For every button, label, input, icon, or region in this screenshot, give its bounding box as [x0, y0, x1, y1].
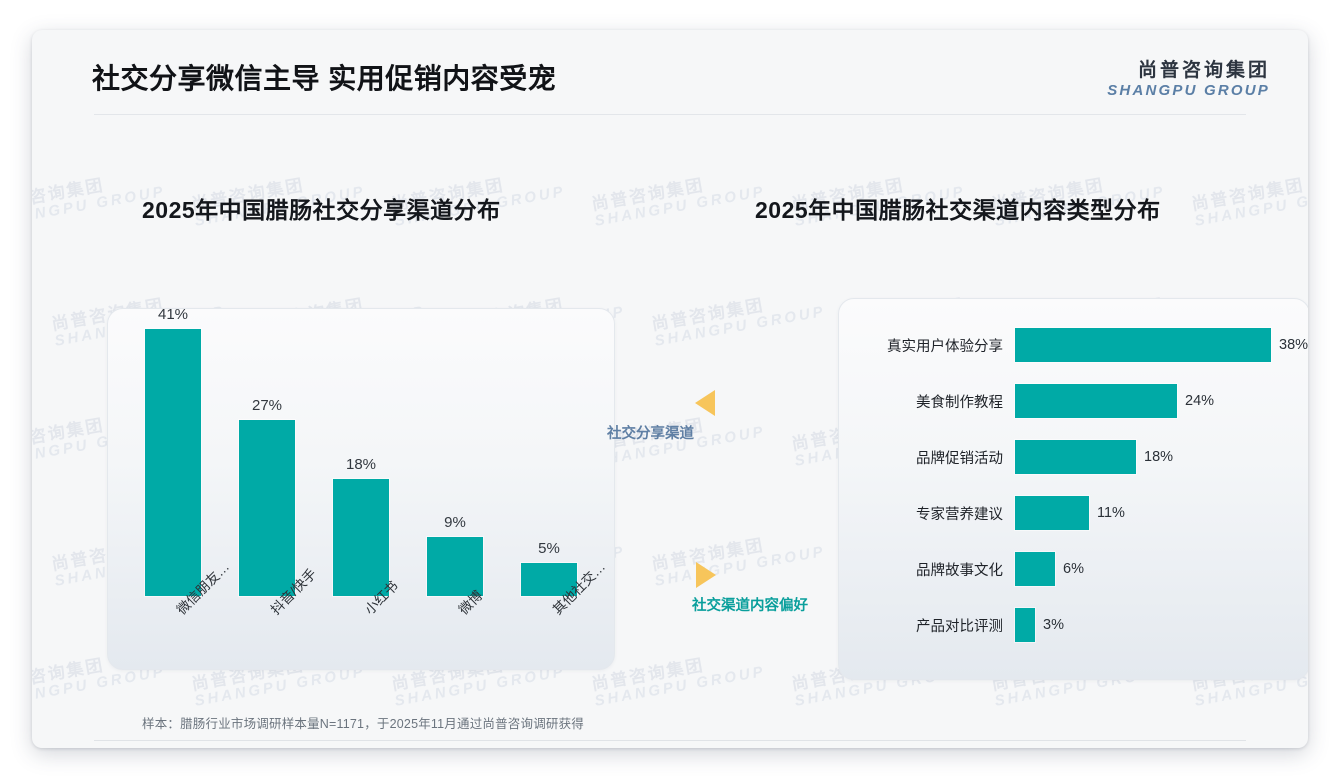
bar-value-label: 18%: [345, 456, 377, 473]
bar-value-label: 41%: [157, 306, 189, 323]
bar-value-label: 6%: [1063, 561, 1084, 577]
footer-divider: [94, 740, 1246, 741]
bar-row[interactable]: 美食制作教程 24%: [839, 384, 1214, 418]
bar[interactable]: [145, 329, 201, 596]
page-title: 社交分享微信主导 实用促销内容受宠: [92, 63, 557, 94]
logo-chinese-text: 尚普咨询集团: [1137, 60, 1270, 81]
bar[interactable]: [1015, 328, 1271, 362]
slide-card: 尚普咨询集团 SHANGPU GROUP 尚普咨询集团 SHANGPU GROUP 尚普…: [32, 30, 1308, 748]
annotation-label: 社交分享渠道: [607, 426, 694, 442]
bar-category-label: 品牌促销活动: [916, 450, 1003, 467]
bar-group[interactable]: 9% 微博: [427, 514, 486, 617]
bar-group[interactable]: 5% 其他社交…: [521, 540, 608, 617]
bar[interactable]: [1015, 496, 1089, 530]
bar-group[interactable]: 41% 微信朋友…: [145, 306, 232, 617]
bar-value-label: 5%: [538, 540, 560, 557]
bar-row[interactable]: 品牌促销活动 18%: [839, 440, 1173, 474]
brand-logo: 尚普咨询集团 SHANGPU GROUP: [1107, 60, 1270, 100]
bar-row[interactable]: 专家营养建议 11%: [839, 496, 1125, 530]
left-chart-panel: 41% 微信朋友… 27% 抖音/快手 18% 小红书 9% 微博 5% 其他社交…: [107, 306, 615, 670]
bar[interactable]: [521, 563, 577, 596]
logo-english-text: SHANGPU GROUP: [1107, 81, 1270, 99]
bar-row[interactable]: 品牌故事文化 6%: [839, 552, 1084, 586]
bar[interactable]: [427, 537, 483, 596]
bar-row[interactable]: 真实用户体验分享 38%: [839, 328, 1308, 362]
bar[interactable]: [239, 420, 295, 596]
annotation-social-share-channel: 社交分享渠道: [607, 390, 715, 443]
bar-value-label: 38%: [1279, 337, 1308, 353]
bar-category-label: 专家营养建议: [916, 506, 1003, 523]
horizontal-bar-chart: 真实用户体验分享 38% 美食制作教程 24% 品牌促销活动 18% 专家营养建议 11% 品牌…: [839, 299, 1308, 679]
bar-category-label: 品牌故事文化: [916, 562, 1003, 579]
bar[interactable]: [1015, 608, 1035, 642]
sample-footnote: 样本：腊肠行业市场调研样本量N=1171，于2025年11月通过尚普咨询调研获得: [142, 717, 584, 731]
bar-row[interactable]: 产品对比评测 3%: [839, 608, 1064, 642]
triangle-left-icon: [695, 390, 715, 416]
bar-value-label: 9%: [444, 514, 466, 531]
annotation-label: 社交渠道内容偏好: [692, 598, 808, 614]
bar-value-label: 27%: [251, 397, 283, 414]
bar-category-label: 产品对比评测: [916, 618, 1003, 635]
bar-category-label: 真实用户体验分享: [887, 338, 1003, 355]
vertical-bar-chart: 41% 微信朋友… 27% 抖音/快手 18% 小红书 9% 微博 5% 其他社交…: [108, 306, 614, 669]
right-chart-panel: 真实用户体验分享 38% 美食制作教程 24% 品牌促销活动 18% 专家营养建议 11% 品牌…: [838, 298, 1308, 680]
bar-value-label: 11%: [1097, 505, 1125, 521]
bar-category-label: 美食制作教程: [916, 394, 1003, 411]
bar-value-label: 24%: [1185, 393, 1215, 409]
bar[interactable]: [1015, 552, 1055, 586]
annotation-content-preference: 社交渠道内容偏好: [692, 562, 808, 615]
bar[interactable]: [1015, 440, 1136, 474]
left-chart-title: 2025年中国腊肠社交分享渠道分布: [142, 197, 501, 223]
right-chart-title: 2025年中国腊肠社交渠道内容类型分布: [755, 197, 1161, 223]
triangle-right-icon: [696, 562, 716, 588]
bar[interactable]: [1015, 384, 1177, 418]
slide-header: 社交分享微信主导 实用促销内容受宠 尚普咨询集团 SHANGPU GROUP: [32, 30, 1308, 120]
bar-group[interactable]: 27% 抖音/快手: [239, 397, 319, 617]
header-divider: [94, 114, 1246, 115]
bar-group[interactable]: 18% 小红书: [333, 456, 401, 617]
bar-value-label: 3%: [1043, 617, 1064, 633]
bar[interactable]: [333, 479, 389, 596]
bar-value-label: 18%: [1144, 449, 1174, 465]
